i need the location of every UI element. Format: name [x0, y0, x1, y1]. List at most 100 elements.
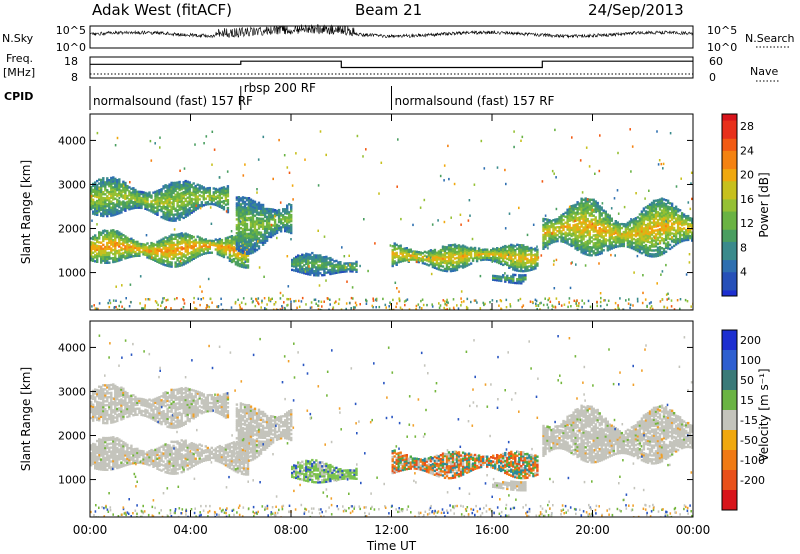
- freq-tick: 18: [64, 55, 78, 68]
- velocity-ylabel: Slant Range [km]: [19, 367, 33, 471]
- cpid-mode-label: normalsound (fast) 157 RF: [93, 94, 253, 108]
- power-ytick-label: 2000: [58, 223, 86, 236]
- power-colorbar-tick: 28: [740, 120, 754, 133]
- power-colorbar-tick: 24: [740, 144, 754, 157]
- power-colorbar-cell: [722, 192, 737, 200]
- power-colorbar-cell: [722, 271, 737, 279]
- velocity-colorbar-cell: [722, 350, 737, 371]
- freq-tick: 8: [71, 71, 78, 84]
- power-colorbar-cell: [722, 265, 737, 273]
- velocity-ytick-label: 1000: [58, 474, 86, 487]
- power-ylabel: Slant Range [km]: [19, 160, 33, 264]
- velocity-colorbar-cell: [722, 390, 737, 411]
- x-tick-label: 00:00: [73, 523, 108, 537]
- x-tick-label: 12:00: [374, 523, 409, 537]
- nave-tick: 60: [709, 55, 723, 68]
- velocity-heatmap: [90, 334, 693, 517]
- power-colorbar-cell: [722, 211, 737, 218]
- nsearch-label: N.Search: [745, 32, 795, 45]
- velocity-colorbar-tick: 200: [740, 334, 761, 347]
- power-colorbar-cell: [722, 144, 737, 151]
- x-tick-label: 16:00: [475, 523, 510, 537]
- power-colorbar-cell: [722, 235, 737, 242]
- velocity-colorbar-tick: 15: [740, 394, 754, 407]
- nsearch-tick: 10^5: [707, 24, 737, 37]
- plot-title: Adak West (fitACF): [92, 1, 232, 19]
- power-colorbar-label: Power [dB]: [757, 172, 771, 237]
- power-colorbar-cell: [722, 253, 737, 261]
- x-tick-label: 00:00: [676, 523, 711, 537]
- velocity-colorbar-frame: [721, 329, 738, 511]
- power-colorbar-cell: [722, 114, 737, 121]
- nsky-panel-frame: [89, 25, 694, 49]
- power-colorbar-cell: [722, 168, 737, 176]
- x-tick-label: 20:00: [575, 523, 610, 537]
- power-ytick-label: 3000: [58, 178, 86, 191]
- velocity-colorbar-cell: [722, 410, 737, 431]
- power-ytick-label: 1000: [58, 267, 86, 280]
- power-heatmap: [90, 128, 693, 310]
- power-colorbar-cell: [722, 138, 737, 145]
- power-colorbar-tick: 16: [740, 193, 754, 206]
- date-label: 24/Sep/2013: [588, 1, 684, 19]
- nsearch-tick: 10^0: [707, 41, 737, 54]
- velocity-colorbar-tick: -100: [740, 454, 765, 467]
- velocity-colorbar-cell: [722, 450, 737, 471]
- power-ytick-label: 4000: [58, 134, 86, 147]
- velocity-colorbar-cell: [722, 430, 737, 451]
- power-colorbar-frame: [721, 113, 738, 297]
- power-colorbar-cell: [722, 156, 737, 164]
- velocity-colorbar-cell: [722, 490, 737, 511]
- power-colorbar-cell: [722, 150, 737, 157]
- power-colorbar-tick: 12: [740, 217, 754, 230]
- power-colorbar-cell: [722, 259, 737, 267]
- velocity-colorbar-cell: [722, 330, 737, 351]
- nsky-label: N.Sky: [2, 32, 34, 45]
- velocity-colorbar-tick: 100: [740, 354, 761, 367]
- power-colorbar-cell: [722, 174, 737, 182]
- power-colorbar-tick: 8: [740, 241, 747, 254]
- power-colorbar-tick: 4: [740, 266, 747, 279]
- power-colorbar-cell: [722, 277, 737, 285]
- power-colorbar-cell: [722, 217, 737, 224]
- power-colorbar-cell: [722, 132, 737, 139]
- power-colorbar-cell: [722, 162, 737, 170]
- power-colorbar-cell: [722, 223, 737, 230]
- freq-panel-frame: [89, 56, 694, 79]
- power-colorbar-cell: [722, 126, 737, 133]
- velocity-ytick-label: 4000: [58, 341, 86, 354]
- velocity-colorbar-cell: [722, 370, 737, 391]
- nave-tick: 0: [709, 71, 716, 84]
- x-tick-label: 08:00: [274, 523, 309, 537]
- beam-label: Beam 21: [355, 1, 423, 19]
- power-colorbar-cell: [722, 241, 737, 248]
- power-colorbar-cell: [722, 198, 737, 206]
- power-colorbar-cell: [722, 180, 737, 188]
- power-colorbar-cell: [722, 120, 737, 127]
- nsky-tick: 10^0: [56, 41, 86, 54]
- freq-label: Freq.: [6, 52, 33, 65]
- cpid-mode-label: normalsound (fast) 157 RF: [395, 94, 555, 108]
- power-colorbar-cell: [722, 247, 737, 255]
- nsky-tick: 10^5: [56, 24, 86, 37]
- cpid-mode-label: rbsp 200 RF: [244, 81, 316, 95]
- x-axis-label: Time UT: [366, 539, 417, 553]
- velocity-colorbar-tick: -50: [740, 434, 758, 447]
- x-tick-label: 04:00: [173, 523, 208, 537]
- power-colorbar-tick: 20: [740, 169, 754, 182]
- cpid-label: CPID: [4, 90, 33, 103]
- freq-trace: [90, 60, 693, 69]
- velocity-colorbar-tick: 50: [740, 374, 754, 387]
- nsky-trace: [89, 24, 694, 39]
- velocity-colorbar-label: Velocity [m s⁻¹]: [757, 368, 771, 461]
- velocity-colorbar-cell: [722, 470, 737, 491]
- power-colorbar-cell: [722, 205, 737, 212]
- power-colorbar-cell: [722, 283, 737, 291]
- power-colorbar-cell: [722, 186, 737, 194]
- freq-unit-label: [MHz]: [3, 66, 35, 79]
- power-colorbar-cell: [722, 229, 737, 236]
- power-colorbar-cell: [722, 289, 737, 297]
- velocity-colorbar-tick: -200: [740, 474, 765, 487]
